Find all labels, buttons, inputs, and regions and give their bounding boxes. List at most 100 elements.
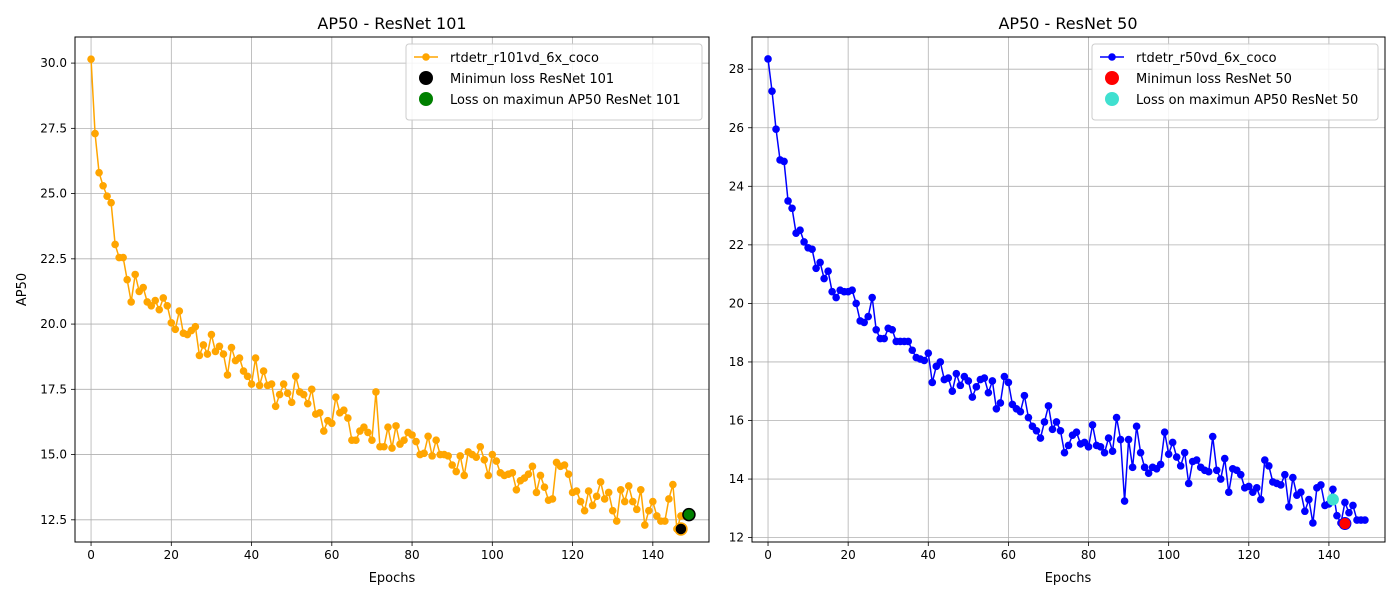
data-point <box>167 318 176 327</box>
data-point <box>1361 516 1369 524</box>
data-point <box>412 437 420 446</box>
data-point <box>669 480 677 489</box>
x-tick-label: 120 <box>561 548 584 562</box>
data-point <box>388 444 396 452</box>
data-point <box>640 521 649 529</box>
legend: rtdetr_r101vd_6x_coco Minimun loss ResNet… <box>405 43 703 121</box>
data-point <box>1044 402 1053 410</box>
data-point <box>820 274 828 283</box>
legend-marker <box>1105 71 1119 85</box>
data-point <box>600 495 609 503</box>
data-point <box>928 378 937 387</box>
y-tick-label: 17.5 <box>40 382 67 396</box>
data-point <box>1333 511 1341 520</box>
legend-marker <box>1105 92 1119 106</box>
data-point <box>1160 428 1169 437</box>
data-point <box>1224 488 1233 497</box>
data-point <box>868 293 876 302</box>
data-point <box>1112 413 1121 422</box>
data-point <box>123 275 131 284</box>
data-point <box>492 457 501 465</box>
data-point <box>275 390 284 399</box>
x-tick-label: 100 <box>481 548 504 562</box>
data-point <box>508 469 517 477</box>
data-point <box>980 374 989 382</box>
x-tick-label: 40 <box>921 548 936 562</box>
x-tick-label: 0 <box>87 548 95 562</box>
legend: rtdetr_r50vd_6x_coco Minimun loss ResNet … <box>1091 43 1379 121</box>
series-lines <box>764 55 1369 527</box>
data-point <box>99 181 107 190</box>
data-point <box>920 356 929 365</box>
data-point <box>444 452 452 460</box>
data-point <box>195 351 204 360</box>
legend-box <box>405 43 703 121</box>
data-point <box>1204 467 1213 476</box>
data-point <box>332 393 340 401</box>
data-point <box>1004 378 1013 387</box>
data-point <box>131 270 139 279</box>
legend-label: rtdetr_r50vd_6x_coco <box>1136 51 1277 66</box>
data-point <box>948 387 957 396</box>
data-point <box>864 312 872 321</box>
data-point <box>107 198 115 207</box>
highlight-point <box>1338 517 1352 531</box>
data-point <box>828 287 836 296</box>
x-tick-label: 20 <box>164 548 179 562</box>
x-tick-label: 0 <box>764 548 772 562</box>
y-tick-label: 26 <box>729 121 744 135</box>
data-point <box>235 354 244 362</box>
y-axis-label: AP50 <box>15 273 30 306</box>
data-point <box>564 470 573 478</box>
data-point <box>255 381 264 390</box>
x-axis-label: Epochs <box>369 571 416 586</box>
data-point <box>1236 470 1245 479</box>
data-point <box>653 512 661 520</box>
data-point <box>612 517 621 525</box>
data-point <box>764 55 772 63</box>
data-point <box>91 129 99 138</box>
data-point <box>784 197 792 205</box>
data-point <box>944 374 953 382</box>
data-point <box>1072 428 1081 437</box>
data-point <box>1156 460 1165 469</box>
data-point <box>956 381 965 390</box>
data-point <box>588 501 597 510</box>
x-tick-label: 140 <box>641 548 664 562</box>
x-tick-label: 20 <box>841 548 856 562</box>
data-point <box>271 402 280 411</box>
data-point <box>532 488 541 497</box>
data-point <box>1036 434 1045 442</box>
plot-frame <box>751 36 1386 543</box>
x-tick-label: 80 <box>1081 548 1096 562</box>
data-point <box>211 347 220 356</box>
data-point <box>456 452 465 460</box>
data-point <box>780 157 788 166</box>
data-point <box>992 404 1001 413</box>
data-point <box>596 478 605 486</box>
y-tick-label: 24 <box>729 179 744 193</box>
data-point <box>484 471 493 480</box>
data-point <box>632 505 641 514</box>
data-point <box>139 283 148 292</box>
series-line <box>90 59 690 530</box>
data-point <box>848 286 856 295</box>
data-point <box>968 393 977 401</box>
highlight-point <box>1326 493 1339 506</box>
data-point <box>1257 495 1265 504</box>
data-point <box>247 380 256 388</box>
data-point <box>424 432 432 441</box>
data-point <box>340 406 348 415</box>
data-point <box>111 240 119 249</box>
data-point <box>608 506 617 515</box>
data-point <box>344 414 352 422</box>
data-point <box>528 462 537 471</box>
data-point <box>1140 463 1149 472</box>
y-tick-label: 12.5 <box>40 513 67 527</box>
data-point <box>1088 421 1097 429</box>
data-point <box>227 343 236 352</box>
highlight-point <box>682 507 696 522</box>
data-point <box>279 380 288 388</box>
data-point <box>1056 426 1065 435</box>
data-point <box>1208 432 1217 441</box>
